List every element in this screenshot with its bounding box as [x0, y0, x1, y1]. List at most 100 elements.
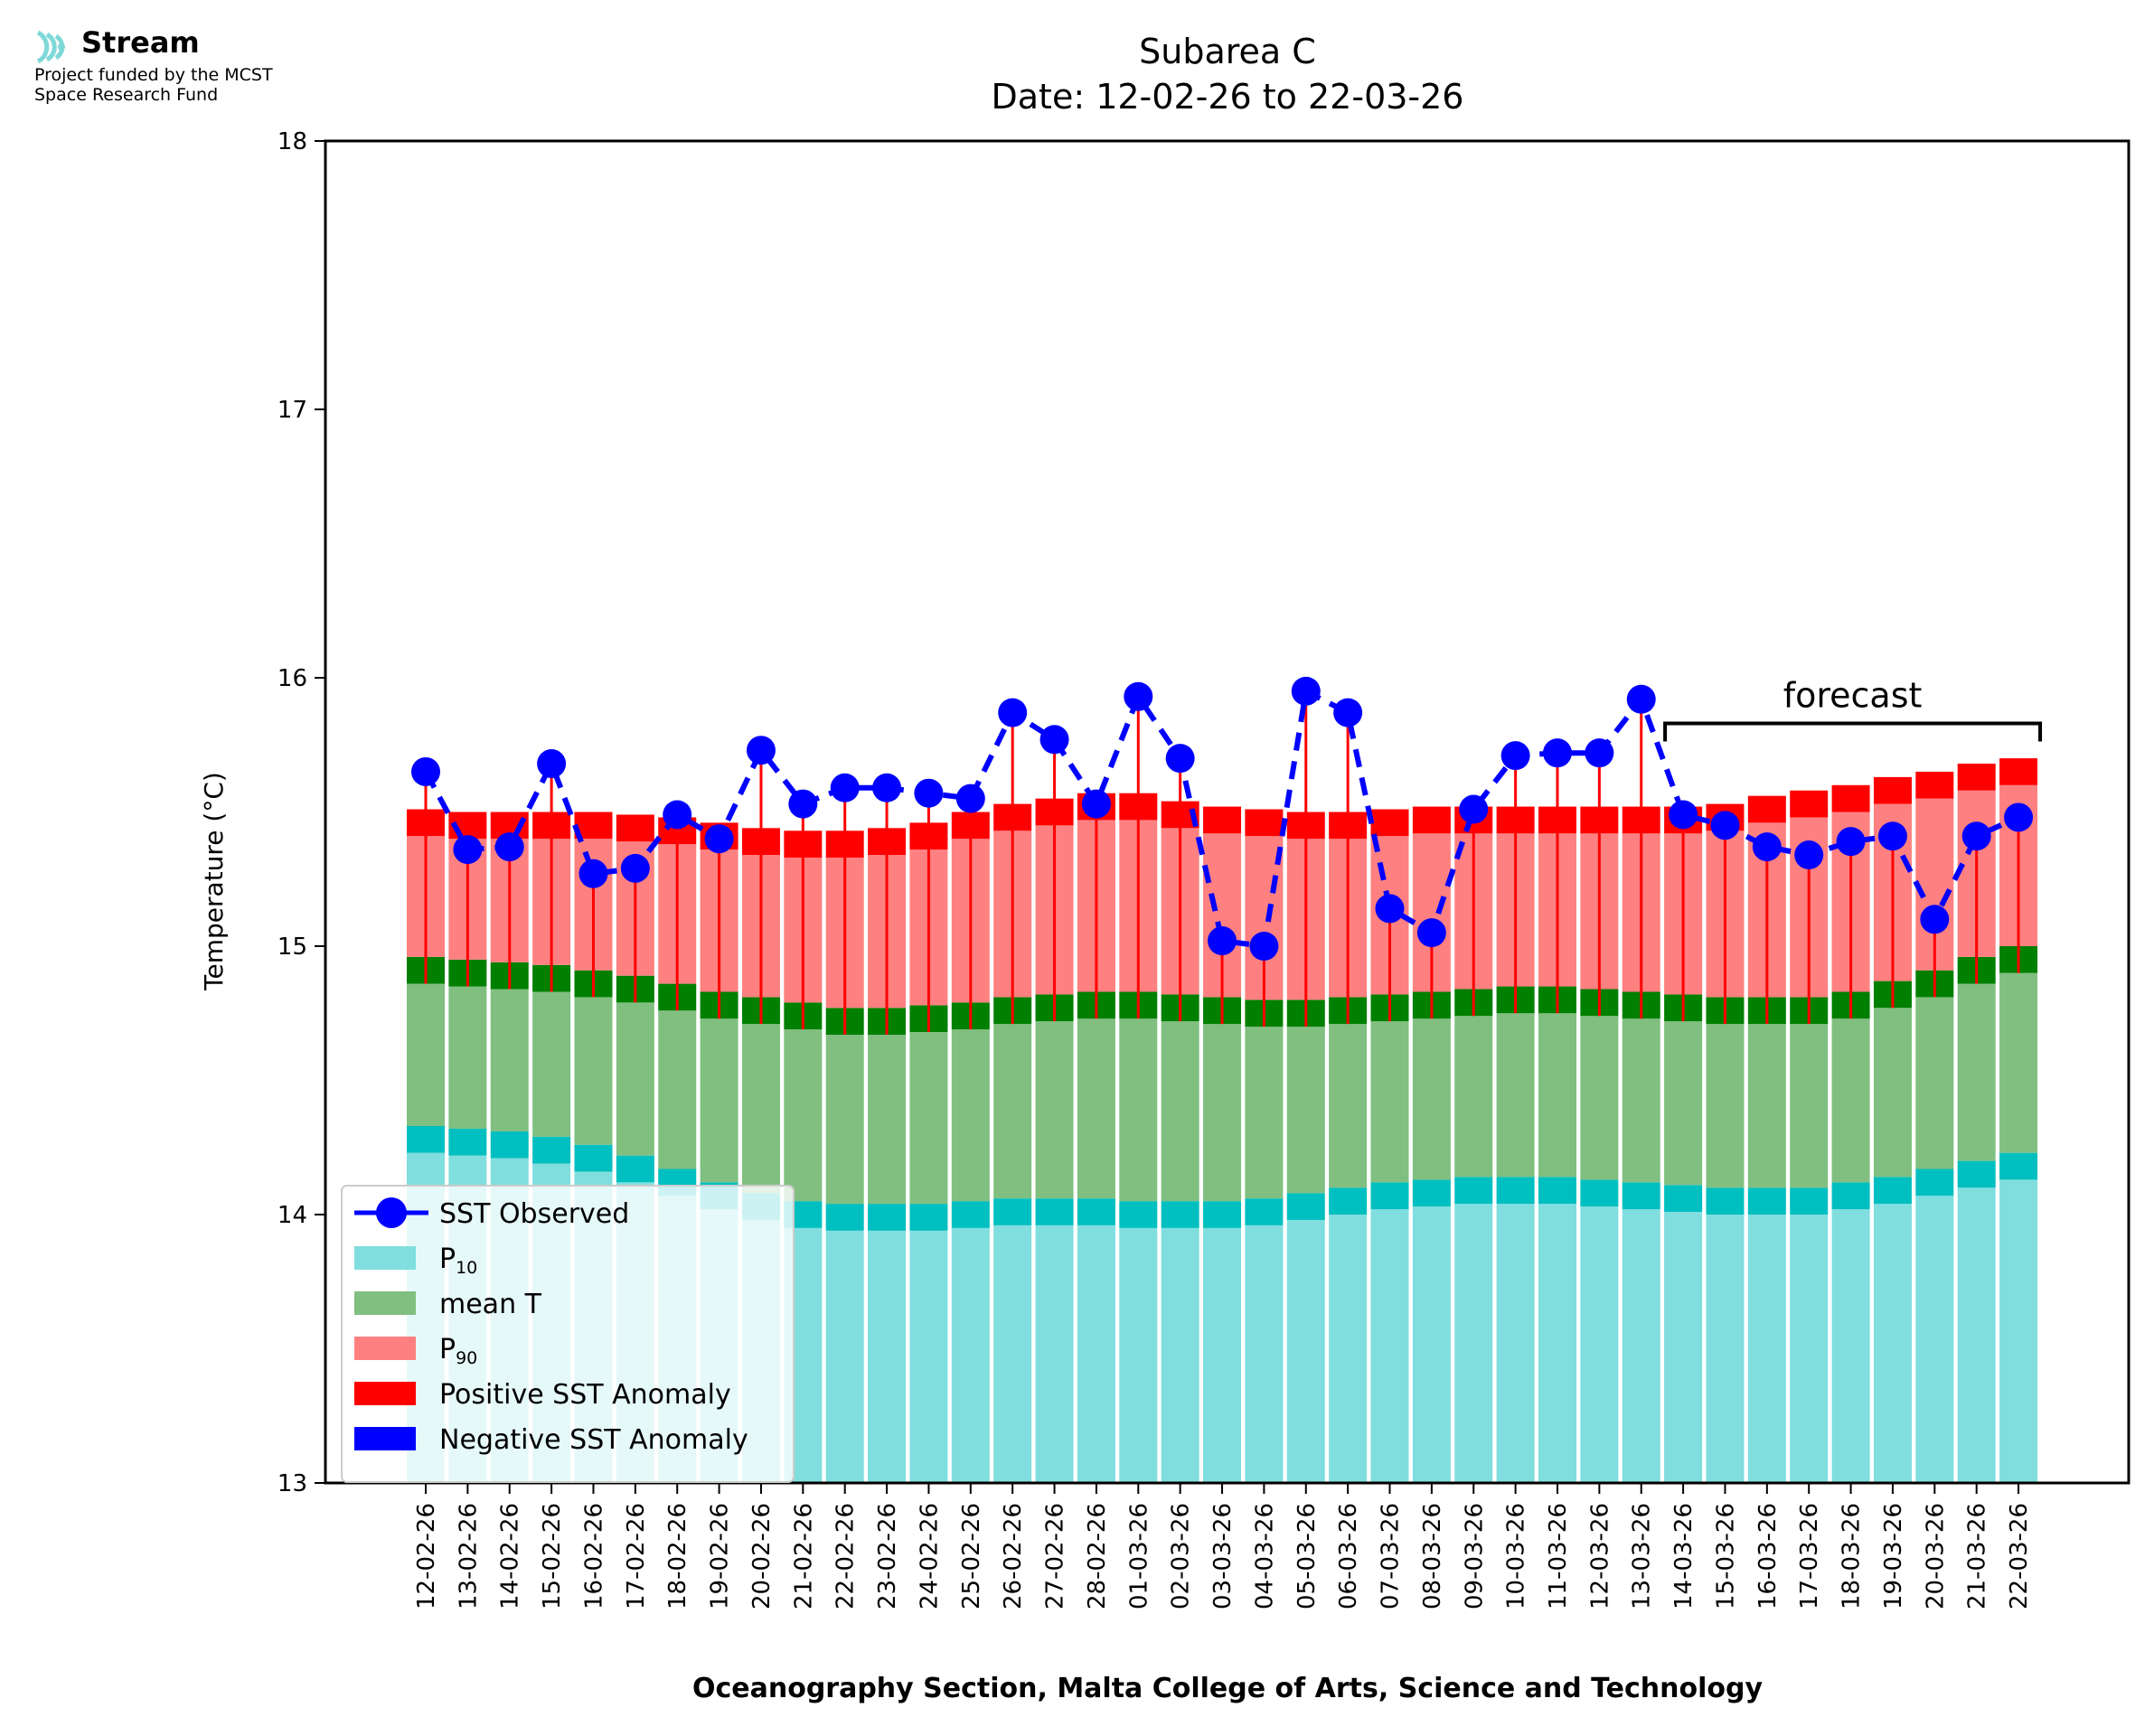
sst-observed-point	[1836, 827, 1866, 857]
x-tick-label: 16-02-26	[580, 1503, 607, 1609]
mean-bar	[448, 986, 487, 1129]
y-tick-label: 14	[277, 1202, 307, 1229]
mean-bar	[951, 1029, 990, 1202]
p10-bar	[1370, 1209, 1409, 1483]
x-tick-label: 13-02-26	[455, 1503, 482, 1609]
mean-bar	[1915, 997, 1954, 1169]
x-tick-label: 21-03-26	[1964, 1503, 1991, 1609]
x-axis-label: Oceanography Section, Malta College of A…	[692, 1673, 1764, 1704]
mean-bar	[1831, 1018, 1870, 1183]
p10-band	[1580, 1179, 1619, 1207]
mean-bar	[1496, 1013, 1535, 1178]
y-tick-label: 15	[277, 934, 307, 961]
x-tick-label: 15-02-26	[539, 1503, 566, 1609]
p10-band	[1622, 1182, 1660, 1210]
p10-bar	[1119, 1227, 1158, 1483]
p10-band	[448, 1128, 487, 1156]
p10-bar	[825, 1230, 864, 1483]
sst-observed-point	[1375, 894, 1405, 924]
sst-observed-point	[411, 756, 440, 786]
p10-bar	[1622, 1209, 1660, 1483]
mean-bar	[490, 989, 529, 1131]
mean-bar	[741, 1024, 780, 1194]
chart-subtitle: Date: 12-02-26 to 22-03-26	[992, 77, 1464, 117]
x-tick-label: 20-03-26	[1922, 1503, 1949, 1609]
plot-frame	[324, 139, 2130, 1485]
x-tick-label: 10-03-26	[1503, 1503, 1530, 1609]
x-tick-label: 14-02-26	[497, 1503, 524, 1609]
mean-bar	[700, 1018, 738, 1183]
sst-observed-point	[872, 773, 902, 802]
x-tick-label: 19-02-26	[707, 1503, 734, 1609]
legend-label: P10	[439, 1243, 477, 1278]
p10-bar	[1035, 1225, 1074, 1483]
sst-observed-point	[1710, 811, 1740, 840]
p10-bar	[1873, 1204, 1912, 1483]
sst-observed-point	[1124, 681, 1153, 711]
p10-bar	[1706, 1215, 1745, 1483]
p10-band	[1286, 1193, 1325, 1220]
p10-band	[1664, 1185, 1703, 1213]
x-tick-label: 04-03-26	[1251, 1503, 1278, 1609]
sst-observed-point	[998, 698, 1028, 727]
legend-patch-swatch	[354, 1382, 416, 1405]
sst-observed-point	[830, 773, 860, 802]
mean-bar	[1329, 1024, 1368, 1188]
x-tick-label: 26-02-26	[1000, 1503, 1027, 1609]
x-tick-label: 17-02-26	[623, 1503, 650, 1609]
sst-observed-point	[1500, 741, 1530, 771]
mean-bar	[1412, 1018, 1451, 1180]
sst-observed-point	[704, 824, 734, 854]
sst-observed-point	[1961, 821, 1991, 851]
y-tick-label: 16	[277, 665, 307, 692]
p90-band	[1999, 758, 2038, 785]
mean-bar	[1622, 1018, 1660, 1183]
mean-bar	[1790, 1024, 1829, 1188]
p90-band	[616, 814, 654, 842]
x-tick-label: 14-03-26	[1670, 1503, 1698, 1609]
p10-band	[1329, 1187, 1368, 1215]
legend-label: Negative SST Anomaly	[439, 1424, 748, 1456]
p10-band	[1161, 1201, 1199, 1228]
mean-bar	[1706, 1024, 1745, 1188]
logo-funding-line-1: Project funded by the MCST	[34, 65, 273, 85]
y-tick-label: 13	[277, 1470, 307, 1497]
p10-band	[1454, 1177, 1493, 1205]
logo-funding-line-2: Space Research Fund	[34, 85, 219, 105]
x-tick-label: 22-02-26	[832, 1503, 860, 1609]
sst-observed-point	[1416, 918, 1446, 948]
p10-bar	[1203, 1227, 1242, 1483]
p10-band	[1412, 1179, 1451, 1207]
sst-observed-point	[494, 832, 524, 862]
p10-bar	[1580, 1206, 1619, 1483]
x-tick-label: 05-03-26	[1293, 1503, 1321, 1609]
p10-band	[909, 1204, 948, 1231]
p10-band	[868, 1204, 907, 1231]
p10-bar	[909, 1230, 948, 1483]
mean-bar	[993, 1024, 1032, 1199]
x-tick-label: 18-03-26	[1839, 1503, 1866, 1609]
p10-band	[1790, 1187, 1829, 1215]
mean-bar	[574, 997, 613, 1145]
mean-bar	[532, 991, 571, 1137]
mean-bar	[1538, 1013, 1576, 1178]
p10-bar	[1077, 1225, 1115, 1483]
forecast-annotation: forecast	[1663, 675, 2043, 742]
p10-bar	[993, 1225, 1032, 1483]
sst-observed-point	[1165, 744, 1195, 774]
x-tick-label: 28-02-26	[1084, 1503, 1111, 1609]
p10-bar	[1329, 1215, 1368, 1483]
mean-bar	[1119, 1018, 1158, 1202]
mean-bar	[1370, 1021, 1409, 1183]
sst-observed-point	[1333, 698, 1363, 727]
p10-bar	[1286, 1219, 1325, 1483]
x-axis: 12-02-26 13-02-26 14-02-26 15-02-26 16-02-26…	[413, 1483, 2033, 1609]
mean-bar	[1161, 1021, 1199, 1202]
logo-name: Stream	[81, 25, 200, 60]
p10-band	[574, 1144, 613, 1172]
x-tick-label: 27-02-26	[1042, 1503, 1069, 1609]
p10-band	[1035, 1198, 1074, 1225]
p10-bar	[868, 1230, 907, 1483]
x-tick-label: 21-02-26	[790, 1503, 817, 1609]
